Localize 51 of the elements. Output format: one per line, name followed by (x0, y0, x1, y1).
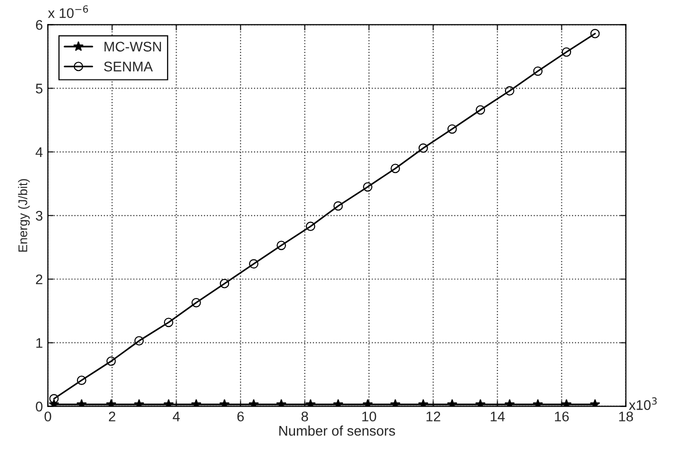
x-tick-label: 16 (554, 412, 569, 422)
point (333, 201, 343, 211)
point (220, 278, 230, 288)
point (562, 47, 572, 57)
point (476, 105, 486, 115)
point (590, 28, 600, 38)
point (390, 399, 400, 406)
point (249, 259, 258, 269)
point (276, 240, 286, 250)
y-tick-label: 3 (36, 210, 42, 221)
y-tick-label: 5 (36, 84, 42, 94)
point (504, 86, 514, 96)
y-tick-label: 0 (36, 402, 42, 412)
legend-label: SENMA (104, 62, 153, 72)
point (362, 399, 373, 406)
x-tick-label: 8 (302, 412, 308, 422)
point (192, 298, 201, 308)
point (306, 222, 316, 232)
point (276, 399, 286, 406)
point (134, 336, 144, 346)
x-tick-label: 4 (172, 412, 180, 422)
x-tick-label: 10 (362, 412, 376, 422)
x-tick-label: 18 (619, 412, 633, 422)
point (447, 124, 457, 134)
y-tick-label: 4 (36, 147, 43, 157)
point (248, 399, 259, 406)
x-tick-label: 12 (426, 412, 440, 422)
point (76, 376, 86, 385)
y-tick-label: 6 (36, 20, 42, 30)
x-tick-label: 6 (237, 412, 244, 422)
point (333, 399, 344, 406)
point (164, 318, 174, 328)
y-axis-title: Energy (J/bit) (18, 179, 30, 252)
point (49, 394, 59, 404)
y-tick-label: 1 (36, 338, 42, 348)
legend-label: MC-WSN (104, 42, 161, 52)
point (447, 399, 458, 406)
x-axis-title: Number of sensors (279, 426, 396, 436)
y-tick-label: 2 (36, 274, 42, 284)
point (363, 182, 372, 192)
text: x 10$^{−6}$ (48, 5, 88, 18)
point (390, 164, 400, 174)
point (418, 143, 428, 153)
x-tick-label: 0 (44, 412, 52, 422)
point (191, 399, 202, 406)
text: x10$^{3}$ (628, 397, 657, 410)
point (106, 356, 116, 366)
x-tick-label: 14 (490, 412, 505, 422)
x-tick-label: 2 (108, 412, 116, 422)
point (418, 399, 428, 406)
point (533, 66, 543, 76)
